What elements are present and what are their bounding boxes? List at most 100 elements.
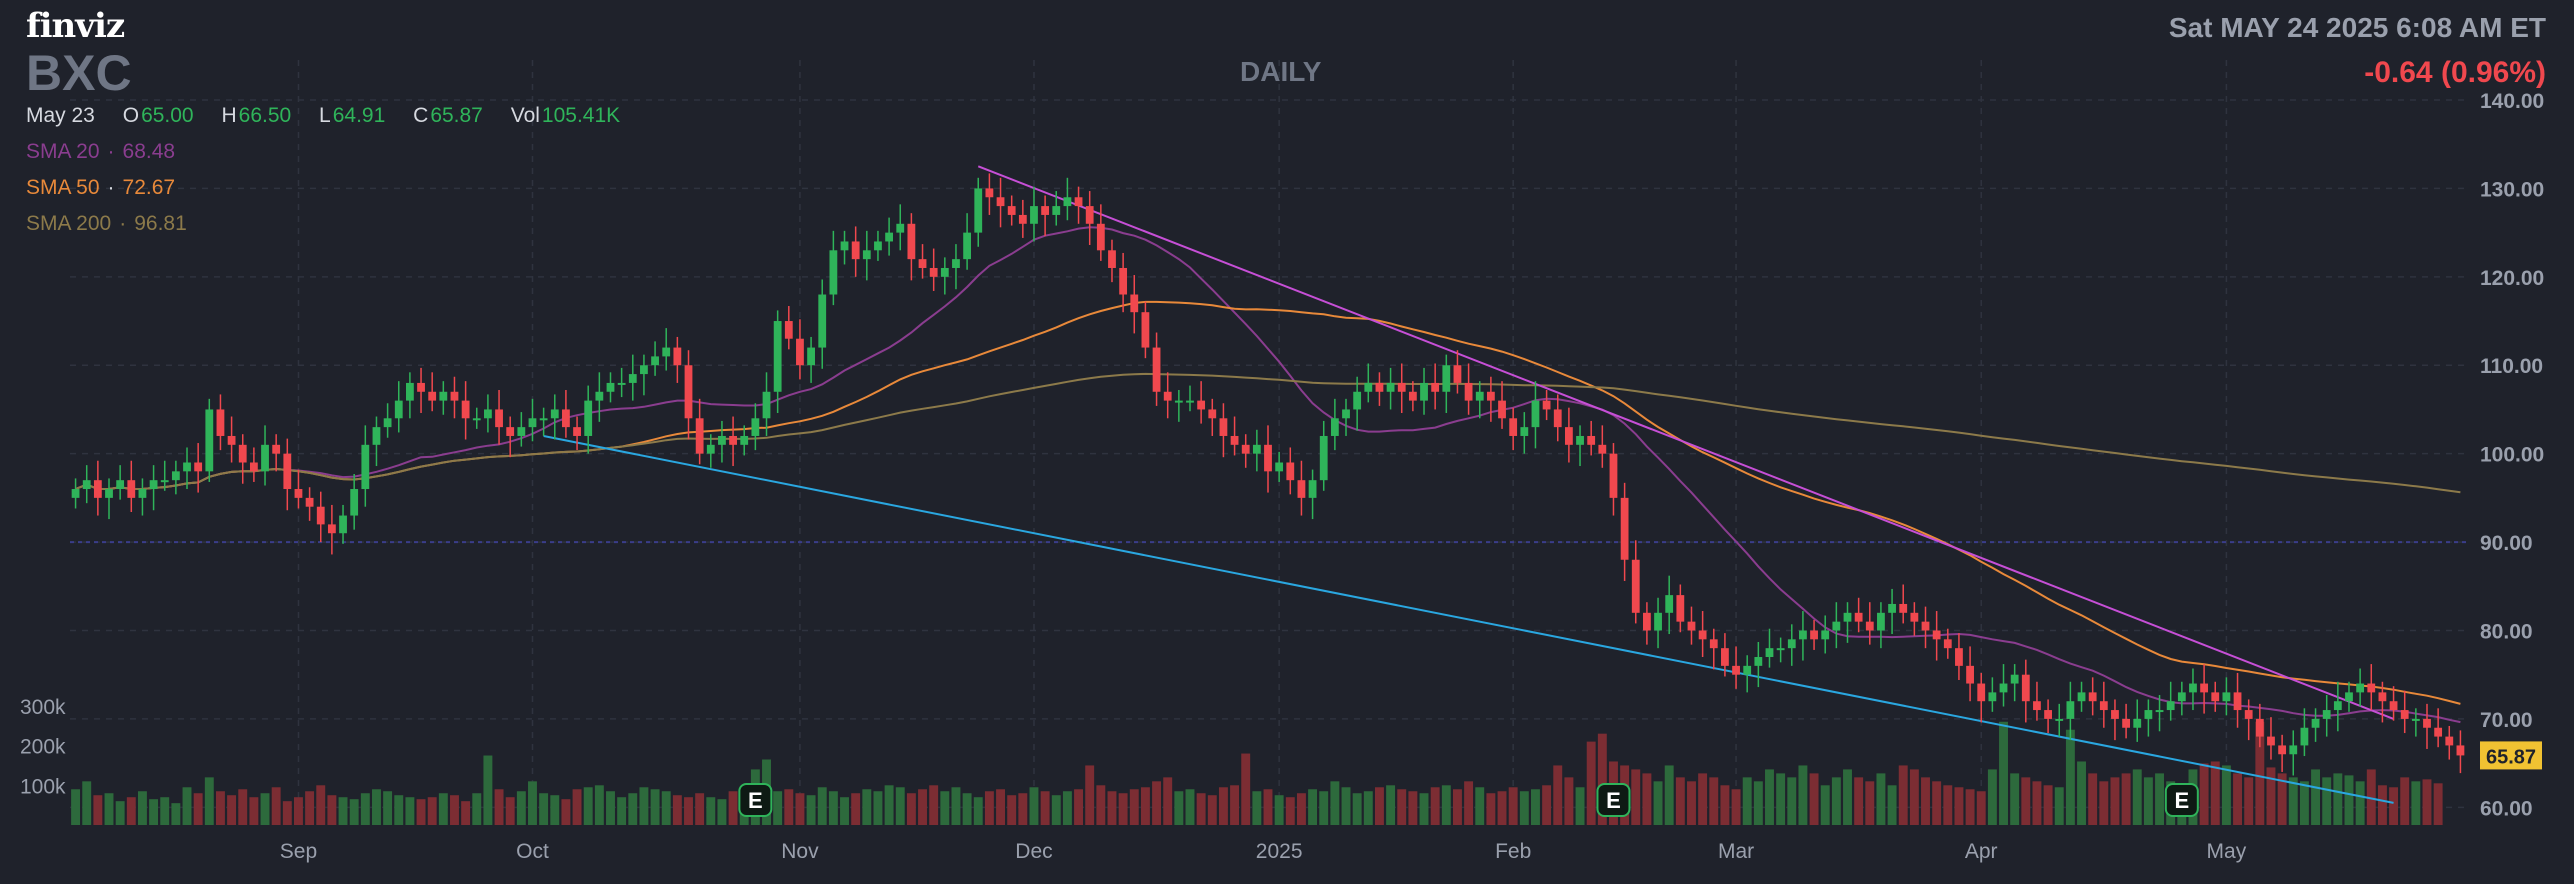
volume-bar: [1397, 789, 1407, 825]
candle-body: [417, 382, 425, 392]
volume-bar: [1854, 777, 1864, 825]
price-tick-label: 110.00: [2480, 355, 2543, 378]
volume-bar: [271, 787, 281, 825]
candle-body: [1687, 621, 1696, 631]
volume-bar: [2054, 787, 2064, 825]
candle-body: [339, 515, 347, 534]
candle-body: [918, 259, 927, 268]
volume-bar: [1597, 733, 1607, 825]
sma-50-sep: ·: [107, 176, 115, 199]
volume-bar: [1709, 777, 1719, 825]
volume-bar: [2077, 761, 2086, 825]
volume-bar: [2433, 783, 2443, 825]
volume-bar: [171, 803, 181, 825]
candle-body: [1208, 409, 1217, 419]
candle-body: [2155, 710, 2164, 713]
volume-bar: [483, 755, 493, 825]
volume-bar: [394, 795, 404, 825]
candle-body: [116, 480, 125, 490]
price-tick-label: 100.00: [2480, 444, 2544, 467]
candle-body: [1420, 382, 1428, 401]
sma-200-value: 96.81: [134, 212, 187, 235]
volume-bar: [2366, 769, 2376, 825]
close-value: 65.87: [430, 104, 483, 127]
volume-bar: [2021, 777, 2031, 825]
volume-bar: [238, 789, 248, 825]
sma-20-value: 68.48: [122, 140, 176, 163]
candle-body: [1174, 400, 1183, 403]
candle-body: [851, 241, 860, 260]
candle-body: [1230, 435, 1239, 445]
candle-body: [1877, 612, 1885, 631]
volume-bar: [193, 793, 203, 825]
candle-body: [595, 391, 604, 401]
candle-body: [1676, 595, 1685, 622]
price-axis: 60.00 70.00 80.00 90.00 100.00 110.00 120.00 13…: [2480, 90, 2544, 820]
sma-200-legend[interactable]: SMA 200 · 96.81: [26, 212, 187, 236]
candle-body: [316, 506, 325, 525]
candle-body: [1955, 648, 1963, 666]
datetime-label: Sat MAY 24 2025 6:08 AM ET: [2168, 12, 2546, 43]
candle-body: [1386, 382, 1395, 392]
volume-bar: [1809, 773, 1819, 825]
volume-bar: [516, 791, 526, 825]
volume-bar: [2065, 729, 2075, 825]
volume-bars: [71, 721, 2443, 825]
candle-body: [1643, 612, 1651, 631]
candle-body: [1765, 648, 1774, 658]
volume-bar: [728, 791, 738, 825]
candle-body: [751, 418, 760, 436]
volume-bar: [672, 795, 682, 825]
volume-bar: [1731, 789, 1741, 825]
candle-body: [1531, 400, 1540, 428]
volume-bar: [349, 799, 359, 825]
candle-body: [1854, 612, 1863, 622]
volume-bar: [1374, 787, 1384, 825]
volume-bar: [2355, 781, 2365, 825]
candle-body: [1308, 480, 1317, 498]
candlesticks: [71, 173, 2465, 776]
candle-body: [1598, 444, 1607, 454]
volume-bar: [1820, 785, 1830, 825]
ticker-symbol: BXC: [26, 45, 132, 101]
finviz-logo[interactable]: finviz: [26, 6, 125, 46]
candle-body: [1297, 480, 1306, 498]
volume-bar: [149, 799, 159, 825]
candle-body: [461, 400, 470, 419]
volume-bar: [1653, 781, 1663, 825]
volume-bar: [1152, 781, 1162, 825]
volume-bar: [973, 797, 983, 825]
candle-body: [205, 409, 214, 472]
candle-body: [2144, 710, 2153, 719]
timeframe-label[interactable]: DAILY: [1240, 56, 1322, 87]
candle-body: [238, 444, 247, 463]
volume-bar: [1096, 785, 1106, 825]
candle-body: [82, 480, 91, 490]
candle-body: [517, 427, 526, 436]
earnings-marker-label: E: [748, 788, 763, 813]
candle-body: [584, 400, 593, 436]
candle-body: [528, 418, 537, 428]
volume-bar: [450, 795, 459, 825]
candle-body: [272, 444, 281, 454]
candle-body: [1799, 630, 1807, 640]
volume-bar: [817, 787, 827, 825]
sma-20-name: SMA 20: [26, 140, 100, 163]
volume-bar: [82, 781, 92, 825]
volume-bar: [2199, 763, 2209, 825]
volume-bar: [1062, 791, 1072, 825]
sma-50-legend[interactable]: SMA 50 · 72.67: [26, 176, 175, 200]
candle-body: [1342, 409, 1350, 419]
candle-body: [617, 382, 626, 385]
volume-bar: [2411, 781, 2421, 825]
volume-bar: [1040, 791, 1050, 825]
volume-bar: [461, 801, 471, 825]
candle-body: [1966, 665, 1974, 684]
sma-20-legend[interactable]: SMA 20 · 68.48: [26, 140, 175, 164]
trendline-lower: [543, 434, 2394, 804]
candle-body: [885, 232, 893, 242]
volume-bar: [1074, 789, 1084, 825]
candle-body: [372, 427, 381, 445]
candle-body: [2356, 683, 2365, 693]
